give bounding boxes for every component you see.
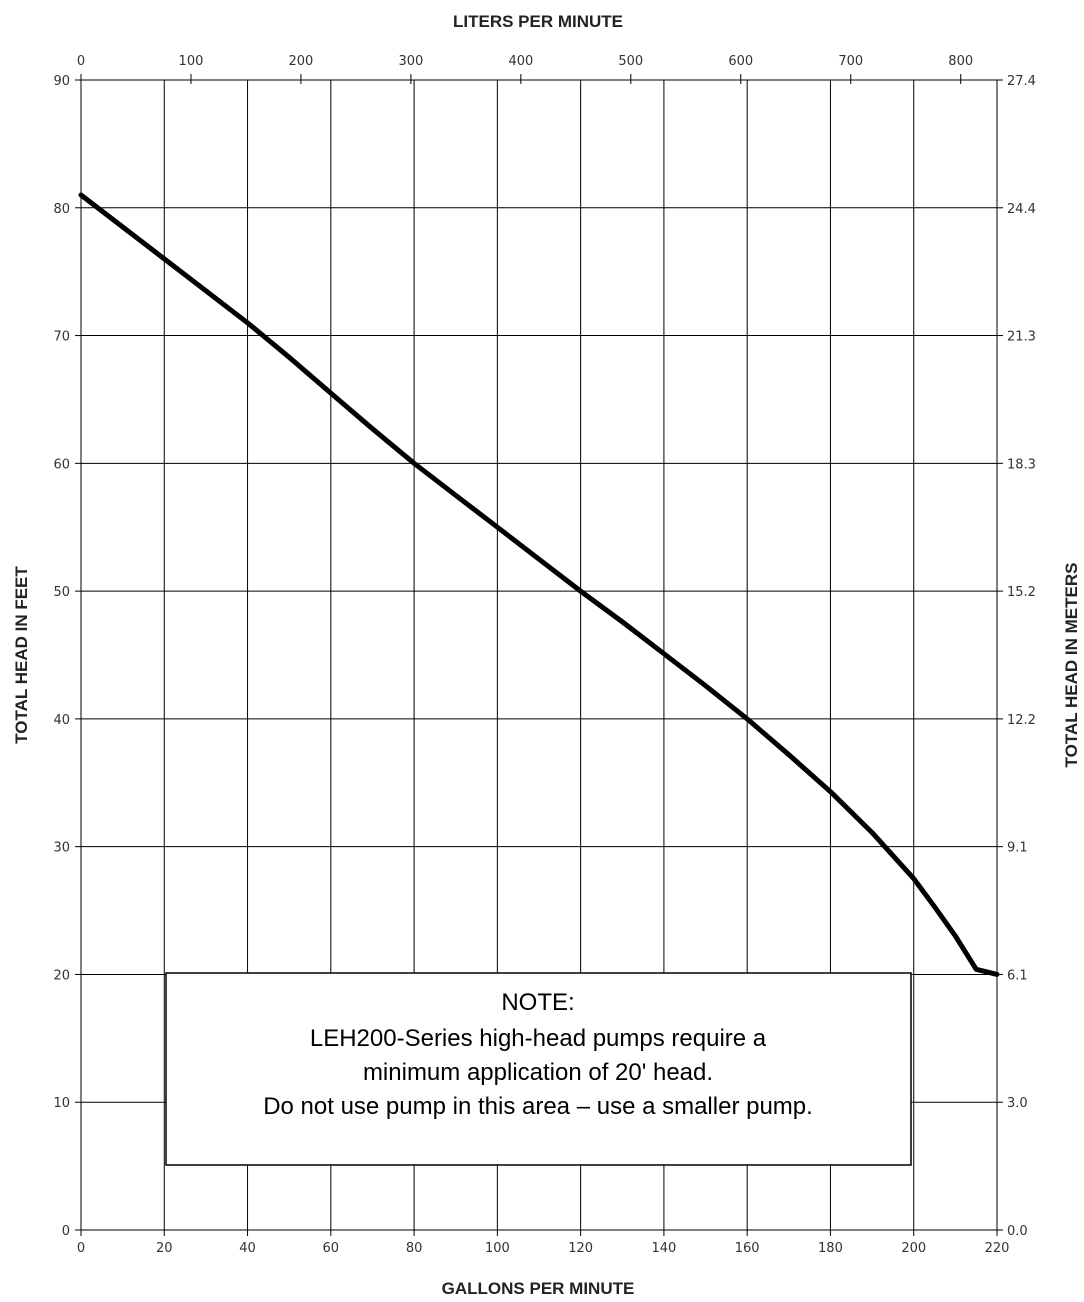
x2-tick-label-400: 400 [508, 54, 533, 69]
note-title: NOTE: [501, 989, 574, 1016]
y-axis-right: 0.0 3.0 6.1 9.1 12.2 15.2 18.3 21.3 24.4 27.4 [997, 74, 1036, 1239]
x-tick-label-40: 40 [239, 1241, 256, 1256]
series-group [78, 192, 1000, 977]
x-tick-label-160: 160 [735, 1241, 760, 1256]
x-tick-label-220: 220 [985, 1241, 1010, 1256]
note-line-3: Do not use pump in this area – use a sma… [263, 1093, 813, 1120]
y2-tick-label-4: 12.2 [1007, 713, 1036, 728]
x2-axis-title: LITERS PER MINUTE [453, 12, 623, 31]
y2-tick-label-1: 3.0 [1007, 1096, 1028, 1111]
y-tick-label-70: 70 [53, 330, 70, 345]
x-axis-title: GALLONS PER MINUTE [442, 1279, 635, 1298]
y-tick-label-0: 0 [62, 1224, 70, 1239]
x2-tick-label-800: 800 [948, 54, 973, 69]
x-tick-label-0: 0 [77, 1241, 85, 1256]
y2-tick-label-8: 24.4 [1007, 202, 1036, 217]
x2-tick-label-500: 500 [618, 54, 643, 69]
x-tick-label-120: 120 [568, 1241, 593, 1256]
x-axis-top: 0 100 200 300 400 500 600 700 800 [77, 54, 973, 84]
y2-tick-label-9: 27.4 [1007, 74, 1036, 89]
y-tick-label-40: 40 [53, 713, 70, 728]
x-tick-label-80: 80 [406, 1241, 423, 1256]
x-tick-label-180: 180 [818, 1241, 843, 1256]
y-axis-title: TOTAL HEAD IN FEET [12, 566, 31, 744]
x-tick-label-200: 200 [901, 1241, 926, 1256]
y2-tick-label-3: 9.1 [1007, 841, 1028, 856]
note-box: NOTE: LEH200-Series high-head pumps requ… [165, 972, 912, 1166]
x-tick-label-140: 140 [651, 1241, 676, 1256]
x2-tick-label-200: 200 [289, 54, 314, 69]
x-tick-label-100: 100 [485, 1241, 510, 1256]
x-tick-label-60: 60 [323, 1241, 340, 1256]
y-axis-left: 0 10 20 30 40 50 60 70 80 90 [53, 74, 81, 1239]
y2-tick-label-6: 18.3 [1007, 457, 1036, 472]
y2-axis-title: TOTAL HEAD IN METERS [1062, 563, 1081, 768]
y-tick-label-60: 60 [53, 457, 70, 472]
x-tick-label-20: 20 [156, 1241, 173, 1256]
y-tick-label-20: 20 [53, 968, 70, 983]
y2-tick-label-7: 21.3 [1007, 330, 1036, 345]
note-line-2: minimum application of 20' head. [363, 1059, 713, 1086]
x2-tick-label-300: 300 [398, 54, 423, 69]
x2-tick-label-700: 700 [838, 54, 863, 69]
y-tick-label-50: 50 [53, 585, 70, 600]
y-tick-label-80: 80 [53, 202, 70, 217]
y-tick-label-90: 90 [53, 74, 70, 89]
y-tick-label-10: 10 [53, 1096, 70, 1111]
note-box-frame [165, 972, 912, 1166]
y-tick-label-30: 30 [53, 841, 70, 856]
note-line-1: LEH200-Series high-head pumps require a [310, 1025, 767, 1052]
series-line-0 [78, 192, 1000, 977]
y2-tick-label-2: 6.1 [1007, 968, 1028, 983]
x-axis-bottom: 0 20 40 60 80 100 120 140 160 180 200 220 [77, 1230, 1010, 1256]
x2-tick-label-600: 600 [728, 54, 753, 69]
x2-tick-label-0: 0 [77, 54, 85, 69]
x2-tick-label-100: 100 [179, 54, 204, 69]
y2-tick-label-5: 15.2 [1007, 585, 1036, 600]
y2-tick-label-0: 0.0 [1007, 1224, 1028, 1239]
